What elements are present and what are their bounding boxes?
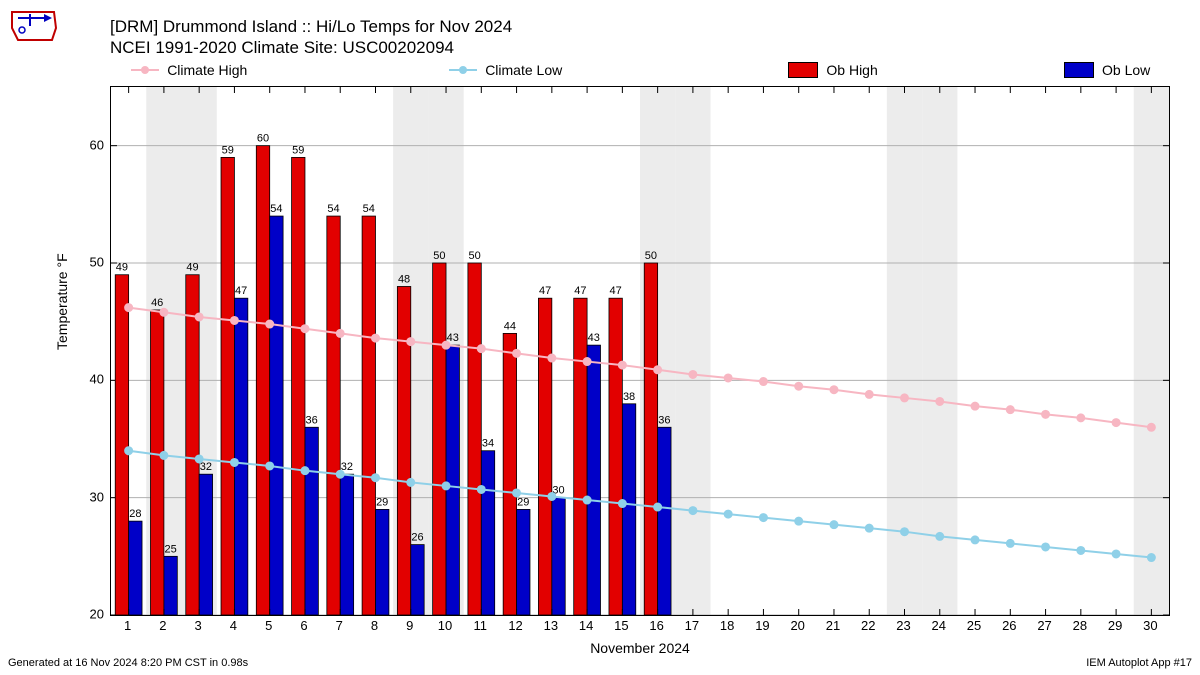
ytick-label: 50 (74, 255, 104, 270)
title-line-2: NCEI 1991-2020 Climate Site: USC00202094 (110, 37, 512, 58)
svg-text:36: 36 (658, 414, 670, 426)
svg-text:50: 50 (468, 250, 480, 262)
xtick-label: 13 (544, 618, 558, 633)
ytick-label: 40 (74, 372, 104, 387)
xtick-label: 12 (508, 618, 522, 633)
xtick-label: 22 (861, 618, 875, 633)
xtick-label: 29 (1108, 618, 1122, 633)
xtick-label: 21 (826, 618, 840, 633)
svg-text:46: 46 (151, 297, 163, 309)
legend-label: Climate Low (485, 62, 562, 78)
svg-text:50: 50 (645, 250, 657, 262)
xtick-label: 17 (685, 618, 699, 633)
chart-title: [DRM] Drummond Island :: Hi/Lo Temps for… (110, 16, 512, 59)
xtick-label: 10 (438, 618, 452, 633)
title-line-1: [DRM] Drummond Island :: Hi/Lo Temps for… (110, 16, 512, 37)
xtick-label: 11 (474, 618, 488, 633)
svg-text:36: 36 (306, 414, 318, 426)
xtick-label: 27 (1037, 618, 1051, 633)
plot-svg: 49 46 49 59 60 59 54 54 48 50 50 44 47 47 47 50 28 25 32 47… (111, 87, 1169, 615)
legend-label: Climate High (167, 62, 247, 78)
svg-text:38: 38 (623, 391, 635, 403)
xtick-label: 25 (967, 618, 981, 633)
svg-text:48: 48 (398, 273, 410, 285)
xtick-label: 30 (1143, 618, 1157, 633)
ytick-label: 60 (74, 137, 104, 152)
svg-text:60: 60 (257, 133, 269, 145)
svg-text:59: 59 (292, 144, 304, 156)
svg-text:28: 28 (129, 508, 141, 520)
svg-text:47: 47 (610, 285, 622, 297)
xtick-label: 5 (265, 618, 272, 633)
iem-logo (8, 6, 60, 46)
plot-area: 49 46 49 59 60 59 54 54 48 50 50 44 47 47 47 50 28 25 32 47… (110, 86, 1170, 616)
svg-text:47: 47 (574, 285, 586, 297)
xtick-label: 23 (896, 618, 910, 633)
svg-text:26: 26 (411, 532, 423, 544)
svg-text:29: 29 (517, 496, 529, 508)
legend-item-climate-high: Climate High (131, 62, 247, 78)
svg-text:59: 59 (222, 144, 234, 156)
xtick-label: 14 (579, 618, 593, 633)
xtick-label: 20 (790, 618, 804, 633)
svg-text:54: 54 (363, 203, 375, 215)
svg-text:50: 50 (433, 250, 445, 262)
legend-item-ob-low: Ob Low (1064, 62, 1150, 78)
xtick-label: 19 (755, 618, 769, 633)
svg-text:32: 32 (200, 461, 212, 473)
xtick-label: 16 (649, 618, 663, 633)
svg-text:54: 54 (270, 203, 282, 215)
xtick-label: 26 (1002, 618, 1016, 633)
svg-text:44: 44 (504, 320, 516, 332)
legend-item-ob-high: Ob High (788, 62, 877, 78)
legend-label: Ob Low (1102, 62, 1150, 78)
ytick-label: 20 (74, 607, 104, 622)
xtick-label: 28 (1073, 618, 1087, 633)
xtick-label: 7 (336, 618, 343, 633)
footer-app: IEM Autoplot App #17 (1086, 657, 1192, 669)
svg-text:25: 25 (164, 543, 176, 555)
svg-text:34: 34 (482, 438, 494, 450)
legend-item-climate-low: Climate Low (449, 62, 562, 78)
xtick-label: 15 (614, 618, 628, 633)
legend: Climate High Climate Low Ob High Ob Low (110, 58, 1170, 82)
footer-generated: Generated at 16 Nov 2024 8:20 PM CST in … (8, 657, 248, 669)
xtick-label: 9 (406, 618, 413, 633)
xtick-label: 2 (159, 618, 166, 633)
svg-text:29: 29 (376, 496, 388, 508)
svg-text:49: 49 (186, 262, 198, 274)
ytick-label: 30 (74, 489, 104, 504)
xtick-label: 6 (300, 618, 307, 633)
svg-text:49: 49 (116, 262, 128, 274)
svg-text:54: 54 (327, 203, 339, 215)
y-axis-label: Temperature °F (54, 253, 70, 350)
svg-text:43: 43 (588, 332, 600, 344)
svg-text:47: 47 (539, 285, 551, 297)
xtick-label: 1 (124, 618, 131, 633)
xtick-label: 3 (195, 618, 202, 633)
xtick-label: 18 (720, 618, 734, 633)
xtick-label: 4 (230, 618, 237, 633)
xtick-label: 24 (932, 618, 946, 633)
legend-label: Ob High (826, 62, 877, 78)
x-axis-label: November 2024 (110, 640, 1170, 656)
svg-text:47: 47 (235, 285, 247, 297)
xtick-label: 8 (371, 618, 378, 633)
